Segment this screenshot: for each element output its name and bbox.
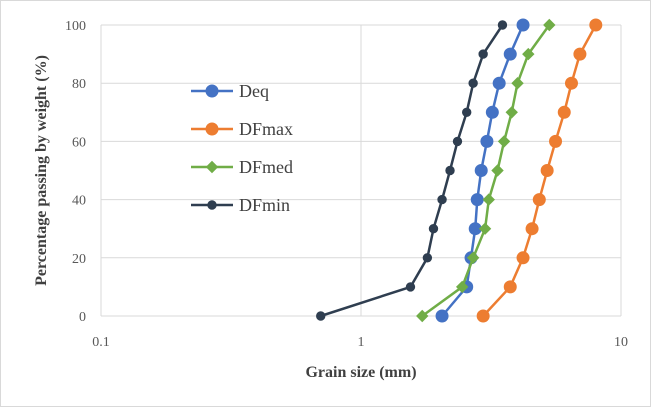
data-point-dfmax <box>532 193 546 207</box>
legend-label: DFmed <box>239 157 293 177</box>
data-point-dfmin <box>316 311 326 321</box>
data-point-deq <box>492 76 506 90</box>
legend-label: DFmin <box>239 195 290 215</box>
data-point-dfmed <box>416 309 429 323</box>
y-tick-label: 60 <box>72 135 86 150</box>
data-point-dfmed <box>455 280 469 294</box>
gridlines <box>101 24 622 317</box>
data-point-deq <box>474 164 488 177</box>
data-point-dfmed <box>543 18 556 32</box>
data-point-dfmed <box>511 76 524 90</box>
x-tick-label: 1 <box>358 335 365 350</box>
data-point-dfmin <box>422 253 433 263</box>
data-point-dfmed <box>478 222 492 235</box>
y-axis-title: Percentage passing by weight (%) <box>33 55 50 286</box>
data-point-dfmin <box>497 20 508 30</box>
y-tick-label: 100 <box>65 19 86 34</box>
series-dfmax <box>476 18 603 323</box>
data-point-dfmax <box>503 280 517 294</box>
data-point-dfmed <box>491 164 504 177</box>
data-point-dfmax <box>564 76 578 90</box>
data-point-dfmin <box>452 136 463 147</box>
y-tick-label: 40 <box>72 194 86 209</box>
data-point-dfmax <box>516 251 530 265</box>
data-point-dfmed <box>505 106 518 119</box>
data-point-dfmax <box>540 164 554 177</box>
data-point-dfmin <box>468 78 478 88</box>
legend-item-dfmin: DFmin <box>191 195 290 215</box>
data-point-dfmin <box>462 107 472 118</box>
data-point-dfmin <box>405 282 416 292</box>
y-tick-label: 80 <box>72 77 86 92</box>
data-point-deq <box>470 193 484 207</box>
data-point-deq <box>503 47 517 61</box>
data-point-dfmed <box>466 251 480 265</box>
legend-item-deq: Deq <box>191 81 269 101</box>
legend-item-dfmed: DFmed <box>191 157 293 177</box>
data-point-deq <box>480 134 494 148</box>
legend-item-dfmax: DFmax <box>191 119 293 139</box>
series-dfmin <box>316 20 508 321</box>
data-point-dfmed <box>497 135 511 148</box>
series-layer <box>316 18 603 323</box>
data-point-dfmin <box>437 194 447 205</box>
legend-swatch-marker <box>205 122 219 136</box>
axes: 0 20 40 60 80 100 0.1 1 10 <box>65 19 628 350</box>
y-tick-label: 0 <box>79 310 86 325</box>
data-point-dfmax <box>557 105 571 119</box>
legend-swatch-marker <box>207 200 217 210</box>
data-point-dfmin <box>445 165 455 176</box>
data-point-dfmax <box>573 47 587 61</box>
series-dfmed <box>416 18 556 323</box>
y-tick-label: 20 <box>72 252 86 267</box>
data-point-dfmed <box>482 193 495 206</box>
data-point-dfmax <box>525 222 539 236</box>
legend-swatch-marker <box>205 160 219 174</box>
x-axis-title: Grain size (mm) <box>305 364 416 381</box>
legend: Deq DFmax DFmed DFmin <box>191 81 293 215</box>
legend-label: Deq <box>239 81 269 101</box>
data-point-deq <box>485 105 499 119</box>
data-point-dfmax <box>589 18 603 32</box>
data-point-deq <box>516 18 530 32</box>
data-point-dfmin <box>428 224 439 234</box>
legend-label: DFmax <box>239 119 293 139</box>
x-tick-label: 10 <box>614 335 628 350</box>
data-point-dfmax <box>549 134 563 148</box>
data-point-dfmax <box>476 309 490 323</box>
x-tick-label: 0.1 <box>92 335 110 350</box>
legend-swatch-marker <box>205 84 219 98</box>
data-point-dfmin <box>478 49 488 59</box>
data-point-deq <box>435 309 449 323</box>
data-point-dfmed <box>522 47 535 61</box>
